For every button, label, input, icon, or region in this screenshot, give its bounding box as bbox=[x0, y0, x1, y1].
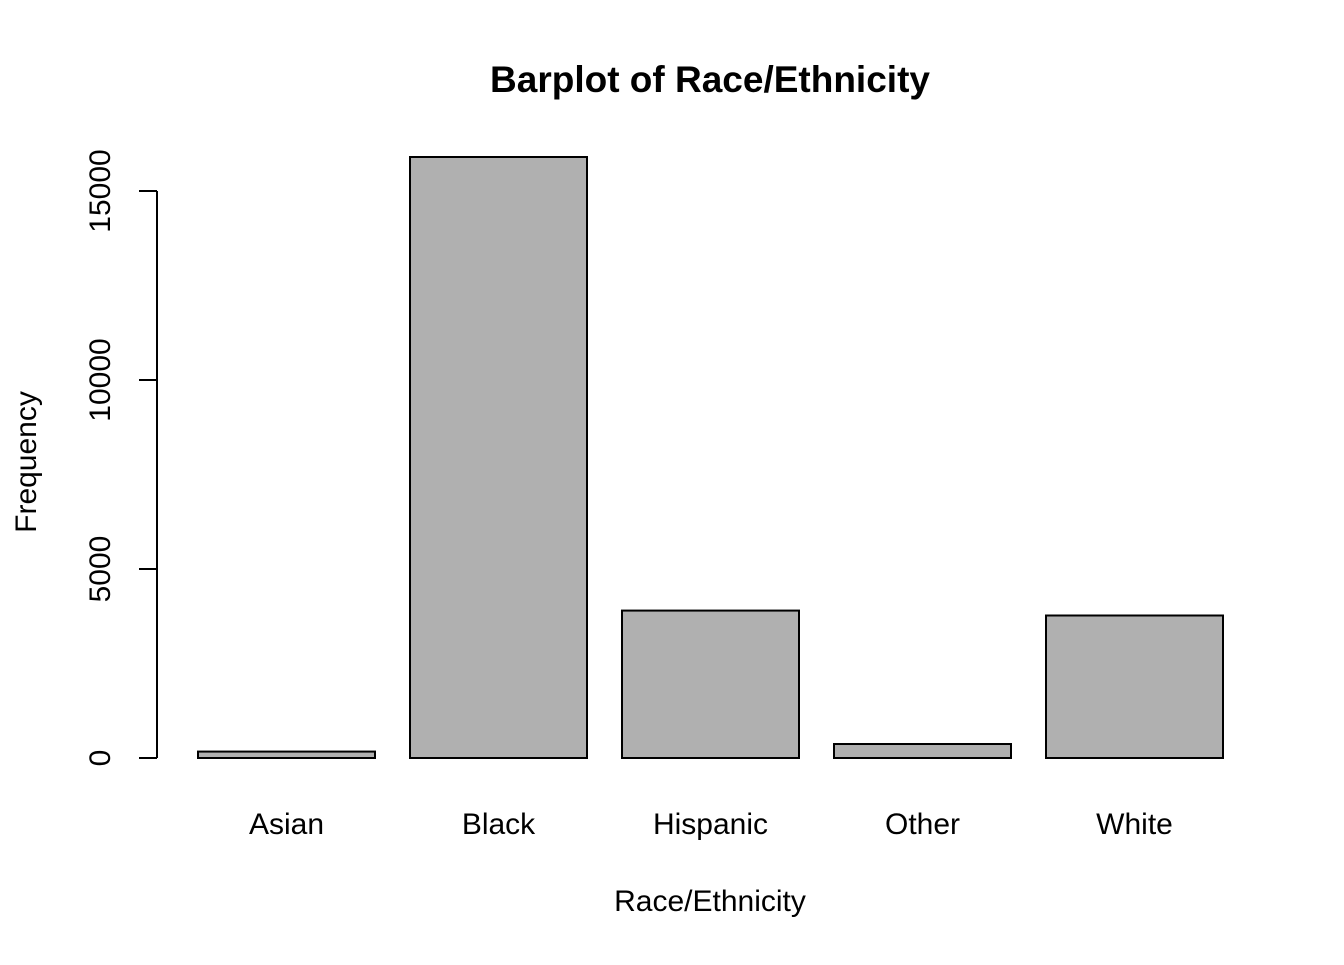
x-tick-label: Hispanic bbox=[653, 808, 768, 841]
x-tick-label: Other bbox=[885, 808, 960, 841]
chart-title: Barplot of Race/Ethnicity bbox=[490, 59, 930, 100]
bar-white bbox=[1045, 614, 1224, 759]
x-tick-label: White bbox=[1096, 808, 1173, 841]
y-axis-title: Frequency bbox=[10, 391, 43, 533]
x-tick-label: Black bbox=[462, 808, 536, 841]
y-tick-label: 0 bbox=[84, 750, 117, 767]
bars bbox=[197, 156, 1224, 760]
y-tick-label: 5000 bbox=[84, 536, 117, 603]
y-axis: 0 5000 10000 15000 bbox=[84, 149, 158, 767]
x-tick-label: Asian bbox=[249, 808, 324, 841]
y-tick-label: 10000 bbox=[84, 338, 117, 421]
x-tick-labels: Asian Black Hispanic Other White bbox=[249, 808, 1173, 841]
bar-asian bbox=[197, 750, 376, 760]
y-tick-label: 15000 bbox=[84, 149, 117, 232]
bar-black bbox=[409, 156, 588, 759]
bar-other bbox=[833, 743, 1012, 759]
bar-hispanic bbox=[621, 609, 800, 759]
x-axis-title: Race/Ethnicity bbox=[614, 885, 806, 918]
